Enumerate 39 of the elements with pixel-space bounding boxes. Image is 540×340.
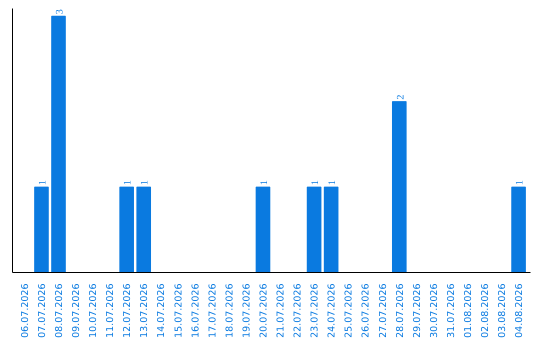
x-tick-label: 06.07.2026 <box>20 283 31 338</box>
data-label: 1 <box>122 180 134 186</box>
data-label: 1 <box>140 180 151 186</box>
x-tick-label: 03.08.2026 <box>497 283 508 338</box>
data-label: 3 <box>54 9 66 14</box>
x-tick-label: 19.07.2026 <box>241 283 252 338</box>
x-tick-label: 29.07.2026 <box>412 283 423 338</box>
x-tick-label: 25.07.2026 <box>344 283 355 338</box>
x-tick-label: 01.08.2026 <box>462 283 474 338</box>
x-tick-label: 24.07.2026 <box>326 283 338 338</box>
x-tick-label: 21.07.2026 <box>276 283 287 338</box>
x-tick-label: 17.07.2026 <box>207 283 218 338</box>
x-tick-label: 12.07.2026 <box>122 283 134 338</box>
x-tick-label: 31.07.2026 <box>446 283 457 338</box>
data-label: 1 <box>327 180 338 186</box>
x-tick-label: 22.07.2026 <box>292 283 304 338</box>
data-label: 2 <box>395 94 406 100</box>
x-tick-label: 04.08.2026 <box>514 283 526 338</box>
x-tick-label: 11.07.2026 <box>105 283 116 338</box>
x-tick-label: 28.07.2026 <box>394 283 406 338</box>
x-tick-label: 10.07.2026 <box>88 283 100 338</box>
x-tick-label: 02.08.2026 <box>480 283 491 338</box>
x-tick-label: 23.07.2026 <box>310 283 321 338</box>
x-tick-label: 09.07.2026 <box>71 283 82 338</box>
x-tick-label: 08.07.2026 <box>54 283 66 338</box>
x-tick-label: 20.07.2026 <box>258 283 270 338</box>
data-label: 1 <box>514 180 526 186</box>
data-label: 1 <box>37 180 48 186</box>
x-tick-label: 14.07.2026 <box>156 283 168 338</box>
data-label: 1 <box>310 180 322 186</box>
data-label: 1 <box>258 180 270 186</box>
x-tick-label: 07.07.2026 <box>36 283 48 338</box>
x-tick-label: 30.07.2026 <box>428 283 440 338</box>
x-tick-label: 13.07.2026 <box>139 283 150 338</box>
x-tick-label: 26.07.2026 <box>360 283 372 338</box>
x-tick-label: 27.07.2026 <box>378 283 389 338</box>
x-tick-label: 15.07.2026 <box>173 283 184 338</box>
x-tick-label: 18.07.2026 <box>224 283 236 338</box>
x-tick-label: 16.07.2026 <box>190 283 202 338</box>
